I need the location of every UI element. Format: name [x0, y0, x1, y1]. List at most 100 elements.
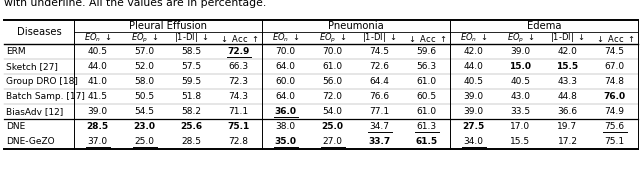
Text: 74.9: 74.9: [605, 107, 625, 116]
Text: 51.8: 51.8: [181, 92, 202, 101]
Text: 70.0: 70.0: [275, 47, 296, 56]
Text: 36.6: 36.6: [557, 107, 577, 116]
Text: 23.0: 23.0: [134, 122, 156, 131]
Text: 57.0: 57.0: [134, 47, 155, 56]
Text: 44.8: 44.8: [557, 92, 577, 101]
Text: 74.5: 74.5: [369, 47, 390, 56]
Text: 67.0: 67.0: [604, 62, 625, 71]
Text: DNE-GeZO: DNE-GeZO: [6, 137, 54, 146]
Text: 72.6: 72.6: [369, 62, 390, 71]
Text: 44.0: 44.0: [463, 62, 483, 71]
Text: 54.0: 54.0: [323, 107, 342, 116]
Text: $\mathit{EO}_n$ $\downarrow$: $\mathit{EO}_n$ $\downarrow$: [460, 32, 487, 44]
Text: 40.5: 40.5: [88, 47, 108, 56]
Text: Sketch [27]: Sketch [27]: [6, 62, 58, 71]
Text: 27.0: 27.0: [323, 137, 342, 146]
Text: Pneumonia: Pneumonia: [328, 21, 384, 31]
Text: Group DRO [18]: Group DRO [18]: [6, 77, 78, 86]
Text: |1-DI| $\downarrow$: |1-DI| $\downarrow$: [362, 31, 397, 45]
Text: 66.3: 66.3: [228, 62, 248, 71]
Text: 15.0: 15.0: [509, 62, 531, 71]
Text: 61.5: 61.5: [415, 137, 438, 146]
Text: with underline. All the values are in percentage.: with underline. All the values are in pe…: [4, 0, 266, 8]
Text: 44.0: 44.0: [88, 62, 108, 71]
Text: 61.0: 61.0: [417, 107, 436, 116]
Text: $\downarrow$ Acc $\uparrow$: $\downarrow$ Acc $\uparrow$: [407, 33, 446, 43]
Text: 54.5: 54.5: [134, 107, 154, 116]
Text: 42.0: 42.0: [463, 47, 483, 56]
Text: 34.0: 34.0: [463, 137, 483, 146]
Text: 41.5: 41.5: [88, 92, 108, 101]
Text: 56.0: 56.0: [323, 77, 342, 86]
Text: 39.0: 39.0: [463, 92, 484, 101]
Text: 60.5: 60.5: [417, 92, 436, 101]
Text: 40.5: 40.5: [463, 77, 483, 86]
Text: 33.5: 33.5: [511, 107, 531, 116]
Text: 60.0: 60.0: [275, 77, 296, 86]
Text: 70.0: 70.0: [323, 47, 342, 56]
Text: 39.0: 39.0: [511, 47, 531, 56]
Text: ERM: ERM: [6, 47, 26, 56]
Text: Batch Samp. [17]: Batch Samp. [17]: [6, 92, 85, 101]
Text: 74.8: 74.8: [605, 77, 625, 86]
Text: 72.9: 72.9: [227, 47, 250, 56]
Text: 61.3: 61.3: [417, 122, 436, 131]
Text: 74.3: 74.3: [228, 92, 248, 101]
Text: $\mathit{EO}_p$ $\downarrow$: $\mathit{EO}_p$ $\downarrow$: [131, 31, 158, 45]
Text: 15.5: 15.5: [556, 62, 579, 71]
Text: 43.0: 43.0: [511, 92, 531, 101]
Text: BiasAdv [12]: BiasAdv [12]: [6, 107, 63, 116]
Text: 33.7: 33.7: [369, 137, 390, 146]
Text: 77.1: 77.1: [369, 107, 390, 116]
Text: 15.5: 15.5: [511, 137, 531, 146]
Text: 42.0: 42.0: [557, 47, 577, 56]
Text: 58.2: 58.2: [182, 107, 202, 116]
Text: 25.6: 25.6: [180, 122, 203, 131]
Text: $\mathit{EO}_n$ $\downarrow$: $\mathit{EO}_n$ $\downarrow$: [84, 32, 111, 44]
Text: 76.0: 76.0: [604, 92, 625, 101]
Text: 58.0: 58.0: [134, 77, 155, 86]
Text: $\mathit{EO}_p$ $\downarrow$: $\mathit{EO}_p$ $\downarrow$: [507, 31, 534, 45]
Text: Diseases: Diseases: [17, 27, 61, 37]
Text: Edema: Edema: [527, 21, 561, 31]
Text: 64.4: 64.4: [369, 77, 389, 86]
Text: 43.3: 43.3: [557, 77, 577, 86]
Text: 39.0: 39.0: [463, 107, 484, 116]
Text: 57.5: 57.5: [181, 62, 202, 71]
Text: 75.1: 75.1: [604, 137, 625, 146]
Text: 28.5: 28.5: [182, 137, 202, 146]
Text: 59.5: 59.5: [181, 77, 202, 86]
Text: 17.2: 17.2: [557, 137, 577, 146]
Text: $\downarrow$ Acc $\uparrow$: $\downarrow$ Acc $\uparrow$: [219, 33, 259, 43]
Text: Pleural Effusion: Pleural Effusion: [129, 21, 207, 31]
Text: 61.0: 61.0: [417, 77, 436, 86]
Text: 75.1: 75.1: [227, 122, 250, 131]
Text: $\mathit{EO}_p$ $\downarrow$: $\mathit{EO}_p$ $\downarrow$: [319, 31, 346, 45]
Text: 17.0: 17.0: [511, 122, 531, 131]
Text: 41.0: 41.0: [88, 77, 108, 86]
Text: |1-DI| $\downarrow$: |1-DI| $\downarrow$: [174, 31, 209, 45]
Text: DNE: DNE: [6, 122, 25, 131]
Text: 34.7: 34.7: [369, 122, 390, 131]
Text: 56.3: 56.3: [417, 62, 436, 71]
Text: 71.1: 71.1: [228, 107, 248, 116]
Text: 72.3: 72.3: [228, 77, 248, 86]
Text: 76.6: 76.6: [369, 92, 390, 101]
Text: 72.8: 72.8: [228, 137, 248, 146]
Text: 50.5: 50.5: [134, 92, 155, 101]
Text: 74.5: 74.5: [605, 47, 625, 56]
Text: 38.0: 38.0: [275, 122, 296, 131]
Text: 59.6: 59.6: [417, 47, 436, 56]
Text: 64.0: 64.0: [275, 62, 296, 71]
Text: 72.0: 72.0: [323, 92, 342, 101]
Text: 35.0: 35.0: [275, 137, 296, 146]
Text: 58.5: 58.5: [181, 47, 202, 56]
Text: 39.0: 39.0: [88, 107, 108, 116]
Text: 75.6: 75.6: [604, 122, 625, 131]
Text: 52.0: 52.0: [134, 62, 154, 71]
Text: 36.0: 36.0: [275, 107, 296, 116]
Text: $\mathit{EO}_n$ $\downarrow$: $\mathit{EO}_n$ $\downarrow$: [272, 32, 300, 44]
Text: 27.5: 27.5: [462, 122, 484, 131]
Text: $\downarrow$ Acc $\uparrow$: $\downarrow$ Acc $\uparrow$: [595, 33, 634, 43]
Text: 28.5: 28.5: [86, 122, 109, 131]
